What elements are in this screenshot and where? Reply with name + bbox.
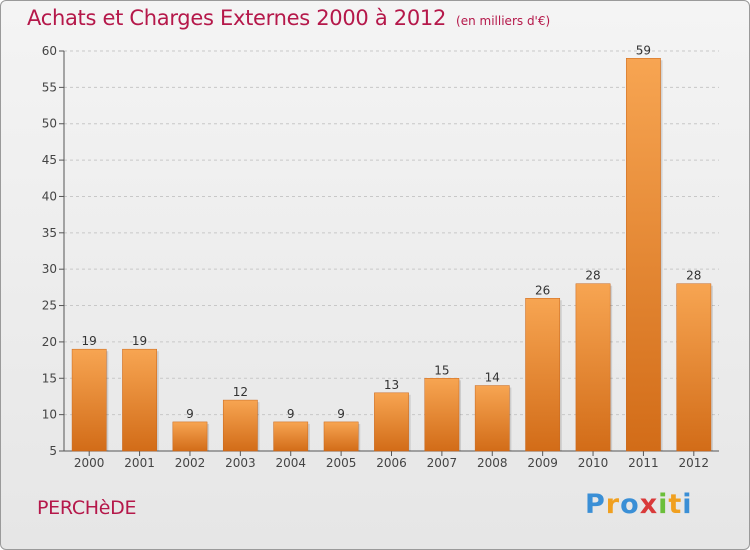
logo-letter: P xyxy=(585,489,606,520)
y-tick-label: 40 xyxy=(42,189,57,203)
bar[interactable] xyxy=(122,348,157,452)
y-tick-label: 20 xyxy=(42,335,57,349)
proxiti-logo[interactable]: Proxiti xyxy=(585,489,693,523)
x-tick-label: 2003 xyxy=(225,456,256,470)
y-tick-label: 45 xyxy=(42,153,57,167)
bar[interactable] xyxy=(222,399,258,452)
bar-value-label: 19 xyxy=(132,334,147,348)
logo-letter: i xyxy=(658,489,669,520)
bar-value-label: 19 xyxy=(82,334,97,348)
bar-value-label: 59 xyxy=(636,43,651,57)
chart-title-text: Achats et Charges Externes 2000 à 2012 xyxy=(27,6,447,30)
x-tick-label: 2012 xyxy=(679,456,710,470)
bar[interactable] xyxy=(575,283,611,452)
logo-letter: r xyxy=(605,489,621,520)
bar-value-label: 9 xyxy=(186,407,194,421)
x-tick-label: 2000 xyxy=(74,456,105,470)
bar[interactable] xyxy=(374,392,409,452)
bar[interactable] xyxy=(626,58,661,452)
x-tick-label: 2008 xyxy=(477,456,508,470)
bar[interactable] xyxy=(525,298,561,452)
bar[interactable] xyxy=(273,421,309,452)
x-tick-label: 2007 xyxy=(427,456,458,470)
x-tick-label: 2006 xyxy=(376,456,407,470)
grid-lines xyxy=(64,50,719,416)
bar[interactable] xyxy=(424,378,460,452)
bar-value-label: 15 xyxy=(434,363,449,377)
y-tick-label: 25 xyxy=(42,299,57,313)
bar[interactable] xyxy=(71,348,107,452)
y-tick-label: 35 xyxy=(42,226,57,240)
chart-title: Achats et Charges Externes 2000 à 2012 (e… xyxy=(27,6,550,30)
x-tick-label: 2011 xyxy=(628,456,659,470)
y-tick-label: 15 xyxy=(42,371,57,385)
labels: 2000 19 2001 19 2002 9 2003 12 2004 9 2005 9 2006 13 2… xyxy=(74,43,709,470)
bar-value-label: 26 xyxy=(535,283,550,297)
y-tick-label: 55 xyxy=(42,80,57,94)
x-tick-label: 2001 xyxy=(124,456,155,470)
city-name: PERCHèDE xyxy=(37,497,137,519)
bar[interactable] xyxy=(676,283,712,452)
bar[interactable] xyxy=(474,385,510,452)
chart-subtitle: (en milliers d'€) xyxy=(456,14,551,28)
bars xyxy=(71,58,713,452)
logo-letter: o xyxy=(620,489,640,520)
y-tick-label: 10 xyxy=(42,408,57,422)
x-tick-label: 2010 xyxy=(578,456,609,470)
bar-value-label: 12 xyxy=(233,385,248,399)
bar-value-label: 13 xyxy=(384,378,399,392)
logo-letter: x xyxy=(639,489,659,520)
bar[interactable] xyxy=(172,421,208,452)
y-tick-label: 30 xyxy=(42,262,57,276)
bar-value-label: 28 xyxy=(585,269,600,283)
y-tick-label: 60 xyxy=(42,44,57,58)
bar-value-label: 9 xyxy=(337,407,345,421)
logo-letter: t xyxy=(668,489,683,520)
logo-letter: i xyxy=(682,489,693,520)
y-tick-label: 50 xyxy=(42,117,57,131)
y-tick-label: 5 xyxy=(49,444,57,458)
x-tick-label: 2005 xyxy=(326,456,357,470)
bar-value-label: 9 xyxy=(287,407,295,421)
x-tick-label: 2004 xyxy=(275,456,306,470)
bar-value-label: 14 xyxy=(485,371,500,385)
x-tick-label: 2009 xyxy=(527,456,558,470)
bar[interactable] xyxy=(323,421,359,452)
x-tick-label: 2002 xyxy=(175,456,206,470)
bar-value-label: 28 xyxy=(686,269,701,283)
